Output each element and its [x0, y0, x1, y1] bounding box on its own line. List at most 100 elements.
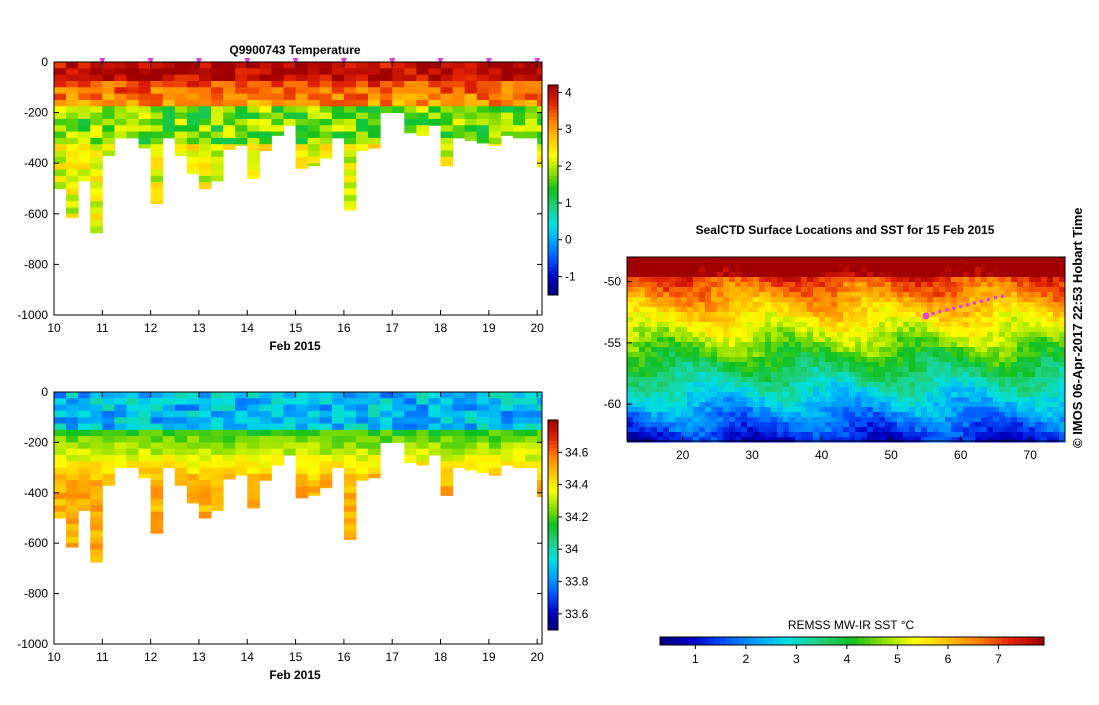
sst-cell [807, 287, 814, 293]
sst-cell [957, 322, 964, 328]
sst-cell [1041, 282, 1048, 288]
sst-cell [777, 387, 784, 393]
sst-cell [1023, 367, 1030, 373]
sst-cell [645, 332, 652, 338]
sst-cell [759, 282, 766, 288]
sst-cell [927, 262, 934, 268]
sst-cell [681, 427, 688, 433]
sst-cell [693, 307, 700, 313]
heatmap-cell [271, 87, 285, 95]
colorbar-segment [864, 637, 871, 645]
heatmap-cell [416, 442, 429, 450]
sst-cell [747, 302, 754, 308]
x-tick-label: 40 [815, 448, 829, 462]
sst-cell [927, 287, 934, 293]
heatmap-cell [66, 163, 79, 171]
sst-cell [915, 282, 922, 288]
heatmap-cell [126, 118, 140, 126]
sst-cell [663, 382, 670, 388]
colorbar-segment [684, 637, 691, 645]
heatmap-cell [138, 99, 152, 107]
sst-cell [675, 277, 682, 283]
sst-cell [1041, 262, 1048, 268]
sst-cell [909, 392, 916, 398]
sst-cell [933, 347, 940, 353]
sst-cell [843, 347, 850, 353]
temperature-panel: Q9900743 Temperature 10 11 12 13 14 15 16 17 18 1… [17, 43, 576, 353]
heatmap-cell [464, 436, 478, 443]
sst-cell [861, 382, 868, 388]
sst-cell [993, 437, 1000, 443]
sst-cell [981, 337, 988, 343]
heatmap-cell [440, 156, 454, 164]
sst-cell [885, 322, 892, 328]
sst-cell [753, 407, 760, 413]
heatmap-cell [440, 429, 454, 437]
sst-cell [933, 287, 940, 293]
sst-cell [771, 377, 778, 383]
sst-cell [1023, 357, 1030, 363]
heatmap-cell [513, 99, 526, 107]
heatmap-cell [343, 429, 357, 437]
heatmap-cell [343, 524, 357, 532]
sst-cell [711, 292, 718, 298]
sst-cell [819, 402, 826, 408]
sst-cell [1029, 327, 1036, 333]
sst-cell [699, 402, 706, 408]
sst-cell [813, 312, 820, 318]
sst-cell [849, 292, 856, 298]
heatmap-cell [150, 417, 164, 424]
heatmap-cell [476, 106, 490, 114]
heatmap-cell [247, 480, 260, 487]
colorbar-segment [548, 490, 558, 494]
sst-cell [1017, 337, 1024, 343]
sst-cell [837, 337, 844, 343]
sst-cell [873, 297, 880, 303]
sst-cell [1059, 417, 1066, 423]
colorbar-segment [548, 521, 558, 526]
sst-colorbar-label: REMSS MW-IR SST °C [788, 618, 915, 632]
sst-cell [741, 377, 748, 383]
sst-cell [849, 277, 856, 283]
sst-cell [801, 437, 808, 443]
sst-cell [897, 367, 904, 373]
heatmap-cell [66, 543, 79, 548]
sst-cell [1005, 372, 1012, 378]
heatmap-cell [150, 163, 164, 171]
sst-cell [819, 292, 826, 298]
sst-cell [681, 262, 688, 268]
sst-cell [717, 397, 724, 403]
heatmap-cell [343, 442, 357, 450]
sst-cell [873, 357, 880, 363]
sst-cell [771, 302, 778, 308]
heatmap-cell [150, 118, 164, 126]
sst-cell [861, 432, 868, 438]
sst-cell [861, 297, 868, 303]
sst-cell [633, 337, 640, 343]
sst-cell [975, 427, 982, 433]
sst-cell [993, 317, 1000, 323]
sst-cell [837, 292, 844, 298]
heatmap-cell [90, 480, 103, 487]
heatmap-cell [150, 182, 164, 189]
sst-cell [687, 262, 694, 268]
sst-cell [687, 432, 694, 438]
heatmap-cell [307, 137, 321, 145]
sst-cell [831, 262, 838, 268]
sst-cell [837, 302, 844, 308]
sst-cell [1041, 382, 1048, 388]
heatmap-cell [211, 429, 224, 437]
y-tick-label: -50 [604, 275, 622, 289]
sst-cell [915, 302, 922, 308]
sst-cell [945, 317, 952, 323]
heatmap-cell [102, 74, 115, 82]
sst-cell [831, 352, 838, 358]
sst-cell [645, 312, 652, 318]
sst-cell [957, 292, 964, 298]
sst-cell [651, 352, 658, 358]
heatmap-cell [428, 404, 442, 412]
sst-cell [1029, 402, 1036, 408]
sst-cell [633, 327, 640, 333]
colorbar-tick-label: 34.4 [565, 478, 589, 492]
sst-cell [897, 417, 904, 423]
